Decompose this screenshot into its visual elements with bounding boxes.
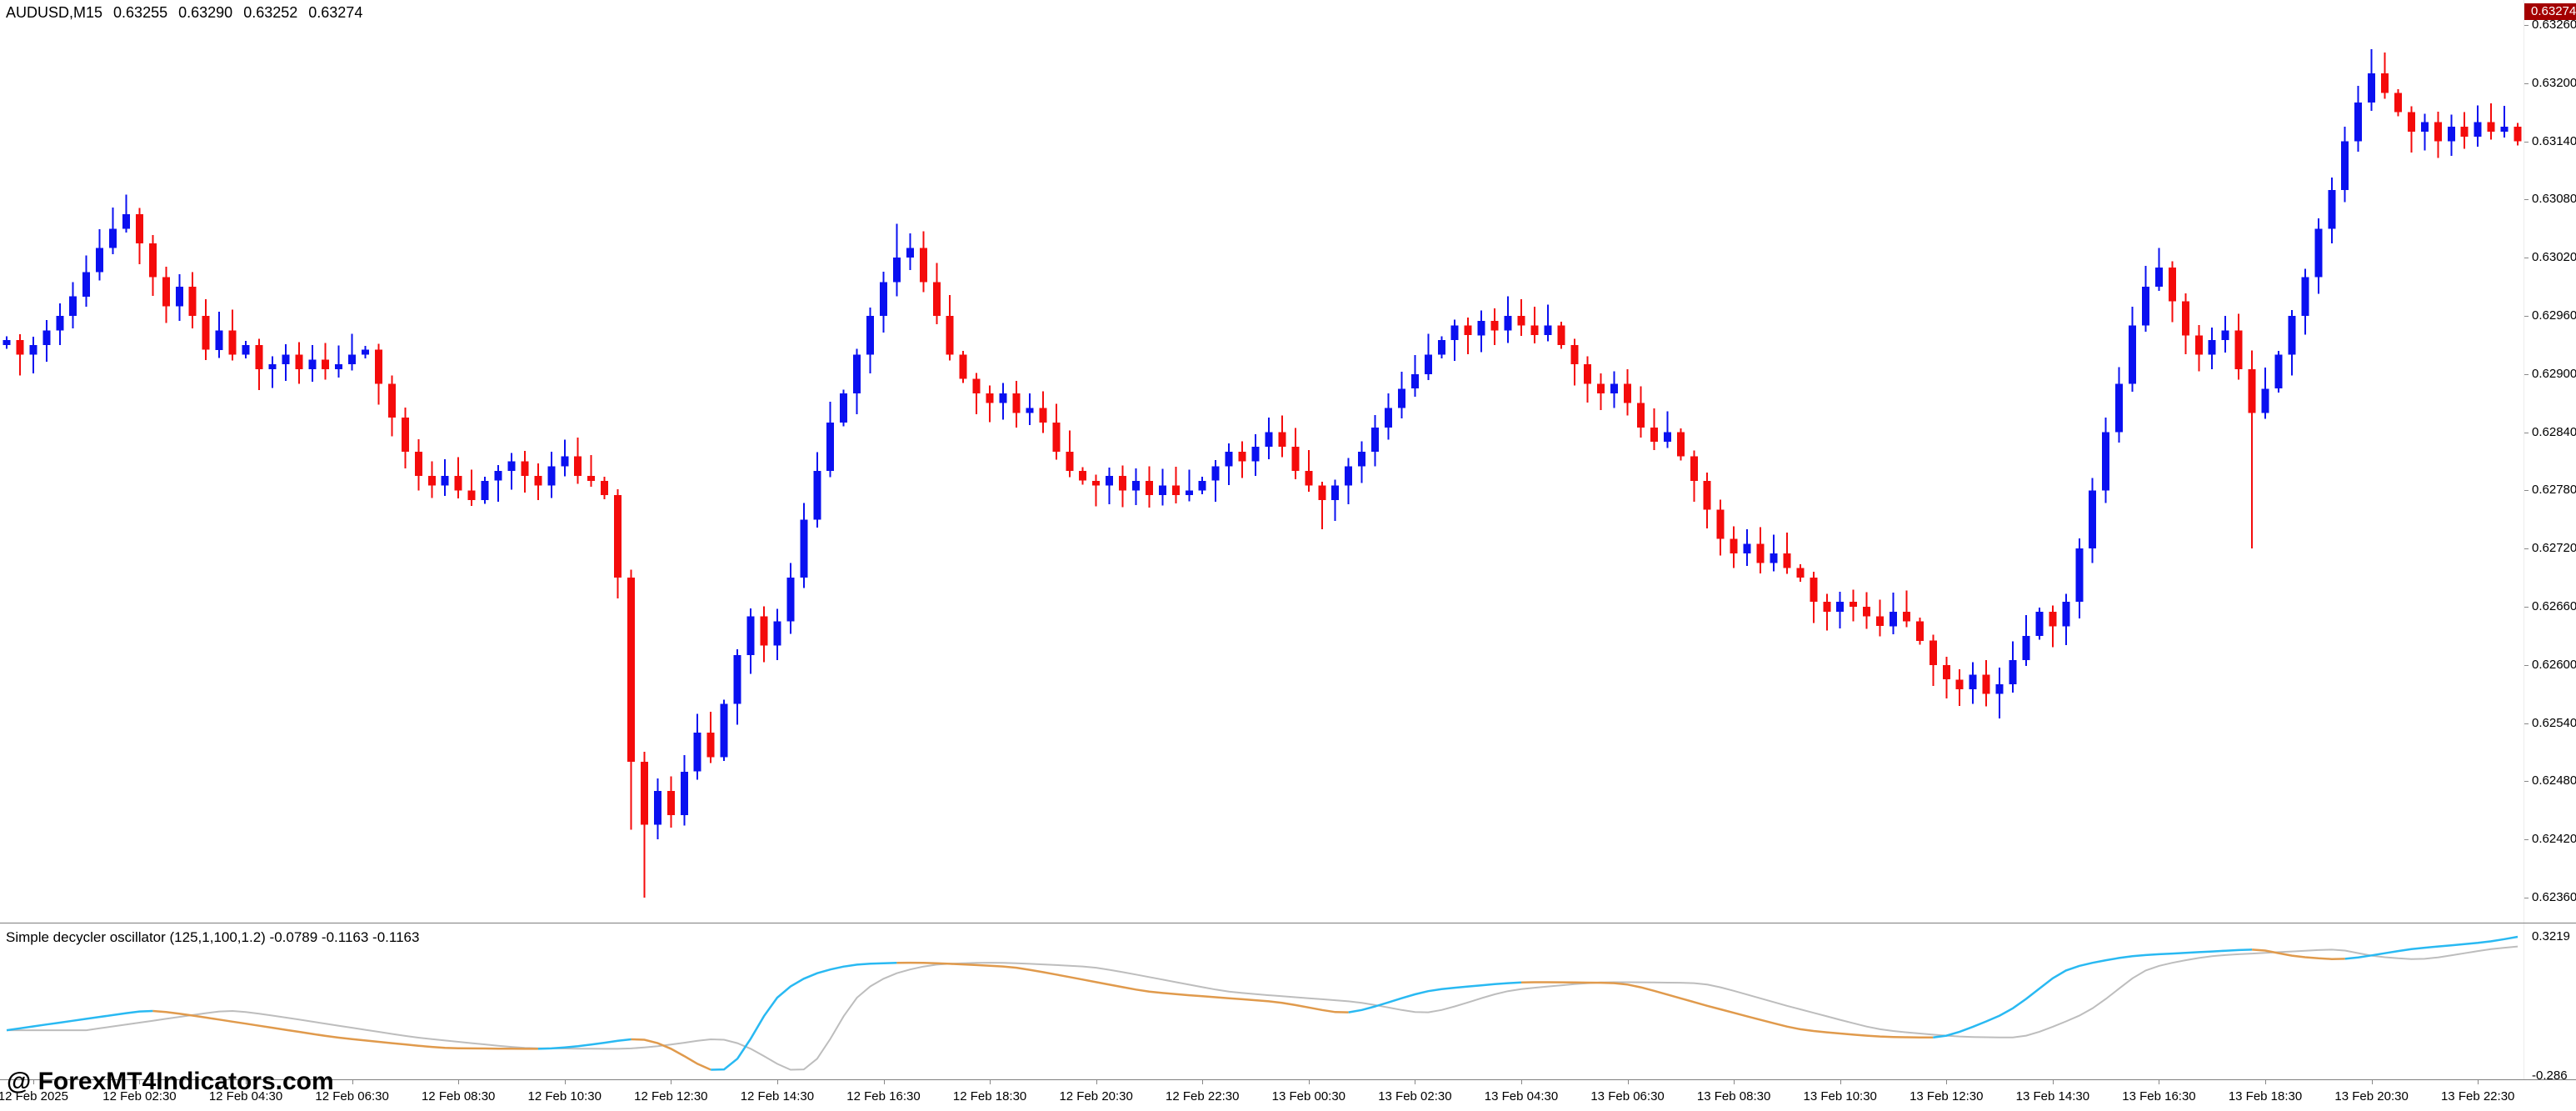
- close-value: 0.63274: [308, 4, 363, 21]
- time-axis-label: 13 Feb 02:30: [1378, 1089, 1452, 1103]
- price-axis-label: 0.63020: [2532, 250, 2576, 265]
- time-axis-tick: [1520, 1080, 1522, 1084]
- time-axis-tick: [776, 1080, 778, 1084]
- time-axis-label: 12 Feb 12:30: [634, 1089, 708, 1103]
- time-axis-label: 12 Feb 22:30: [1166, 1089, 1240, 1103]
- time-axis-tick: [990, 1080, 991, 1084]
- time-axis-label: 13 Feb 14:30: [2015, 1089, 2090, 1103]
- time-axis-tick: [564, 1080, 566, 1084]
- price-axis-tick: [2524, 781, 2529, 783]
- price-axis-label: 0.62600: [2532, 657, 2576, 672]
- time-axis-tick: [352, 1080, 353, 1084]
- price-axis-tick: [2524, 664, 2529, 666]
- time-axis-label: 12 Feb 20:30: [1059, 1089, 1133, 1103]
- time-axis-label: 12 Feb 2025: [0, 1089, 68, 1103]
- price-axis-label: 0.62420: [2532, 832, 2576, 847]
- price-axis-tick: [2524, 25, 2529, 26]
- time-axis-tick: [1202, 1080, 1204, 1084]
- time-axis-tick: [2478, 1080, 2479, 1084]
- indicator-name-label: Simple decycler oscillator (125,1,100,1.…: [6, 929, 420, 945]
- price-axis-tick: [2524, 316, 2529, 317]
- time-axis-label: 13 Feb 20:30: [2334, 1089, 2409, 1103]
- time-axis-tick: [1308, 1080, 1310, 1084]
- price-axis-tick: [2524, 548, 2529, 550]
- main-chart-area[interactable]: [0, 18, 2524, 923]
- indicator-panel[interactable]: Simple decycler oscillator (125,1,100,1.…: [0, 923, 2524, 1079]
- price-axis-tick: [2524, 490, 2529, 492]
- time-axis-label: 12 Feb 10:30: [527, 1089, 602, 1103]
- time-axis-tick: [32, 1080, 34, 1084]
- time-axis-tick: [2052, 1080, 2054, 1084]
- indicator-axis-label: 0.3219: [2532, 929, 2570, 943]
- time-axis-label: 13 Feb 10:30: [1803, 1089, 1877, 1103]
- symbol-timeframe-label: AUDUSD,M15: [6, 4, 103, 21]
- time-axis-label: 12 Feb 14:30: [740, 1089, 815, 1103]
- price-axis-label: 0.63200: [2532, 75, 2576, 90]
- open-value: 0.63255: [113, 4, 168, 21]
- price-axis-tick: [2524, 141, 2529, 143]
- price-axis-tick: [2524, 723, 2529, 724]
- time-axis-label: 13 Feb 08:30: [1696, 1089, 1771, 1103]
- price-axis-label: 0.62840: [2532, 424, 2576, 439]
- time-axis-label: 12 Feb 02:30: [102, 1089, 177, 1103]
- time-axis-tick: [246, 1080, 247, 1084]
- indicator-axis-label: -0.286: [2532, 1068, 2568, 1083]
- price-axis-label: 0.62360: [2532, 890, 2576, 904]
- time-axis-label: 13 Feb 04:30: [1484, 1089, 1559, 1103]
- time-axis-tick: [139, 1080, 141, 1084]
- time-axis-tick: [2265, 1080, 2267, 1084]
- time-axis[interactable]: 12 Feb 2025 12 Feb 02:30 12 Feb 04:30 12 Fe…: [0, 1080, 2576, 1111]
- time-axis-label: 12 Feb 08:30: [421, 1089, 496, 1103]
- time-axis-tick: [2371, 1080, 2373, 1084]
- candlestick-chart[interactable]: [0, 18, 2524, 923]
- price-axis-tick: [2524, 199, 2529, 201]
- price-axis-label: 0.62960: [2532, 308, 2576, 323]
- time-axis-label: 12 Feb 18:30: [952, 1089, 1027, 1103]
- time-axis-label: 13 Feb 12:30: [1910, 1089, 1984, 1103]
- time-axis-label: 13 Feb 06:30: [1590, 1089, 1665, 1103]
- price-axis-label: 0.62480: [2532, 773, 2576, 788]
- time-axis-label: 12 Feb 04:30: [208, 1089, 283, 1103]
- price-axis-label: 0.63260: [2532, 18, 2576, 32]
- price-axis-label: 0.62720: [2532, 541, 2576, 556]
- time-axis-tick: [1734, 1080, 1735, 1084]
- price-axis-label: 0.62660: [2532, 599, 2576, 613]
- price-axis-tick: [2524, 83, 2529, 84]
- price-axis[interactable]: 0.63260 0.63200 0.63140 0.63080 0.63020 0.629…: [2524, 0, 2576, 1111]
- time-axis-label: 13 Feb 18:30: [2228, 1089, 2303, 1103]
- price-axis-label: 0.63140: [2532, 133, 2576, 148]
- price-axis-tick: [2524, 607, 2529, 608]
- time-axis-label: 12 Feb 06:30: [315, 1089, 389, 1103]
- time-axis-tick: [1946, 1080, 1948, 1084]
- time-axis-label: 13 Feb 00:30: [1271, 1089, 1346, 1103]
- price-axis-label: 0.62540: [2532, 715, 2576, 730]
- price-axis-label: 0.62900: [2532, 366, 2576, 381]
- price-axis-label: 0.63080: [2532, 192, 2576, 207]
- ohlc-info: AUDUSD,M15 0.63255 0.63290 0.63252 0.63274: [6, 4, 362, 22]
- low-value: 0.63252: [243, 4, 298, 21]
- time-axis-tick: [1096, 1080, 1097, 1084]
- time-axis-separator: [0, 1079, 2576, 1080]
- time-axis-label: 13 Feb 16:30: [2122, 1089, 2196, 1103]
- time-axis-tick: [1840, 1080, 1841, 1084]
- time-axis-label: 12 Feb 16:30: [846, 1089, 921, 1103]
- watermark-text: @ ForexMT4Indicators.com: [7, 1068, 334, 1095]
- time-axis-tick: [1627, 1080, 1629, 1084]
- price-axis-tick: [2524, 373, 2529, 375]
- price-axis-label: 0.62780: [2532, 483, 2576, 498]
- price-axis-tick: [2524, 839, 2529, 841]
- time-axis-label: 13 Feb 22:30: [2440, 1089, 2515, 1103]
- current-price-badge: 0.63274: [2524, 3, 2576, 20]
- time-axis-tick: [458, 1080, 460, 1084]
- time-axis-tick: [883, 1080, 885, 1084]
- oscillator-chart[interactable]: [0, 923, 2524, 1079]
- high-value: 0.63290: [178, 4, 233, 21]
